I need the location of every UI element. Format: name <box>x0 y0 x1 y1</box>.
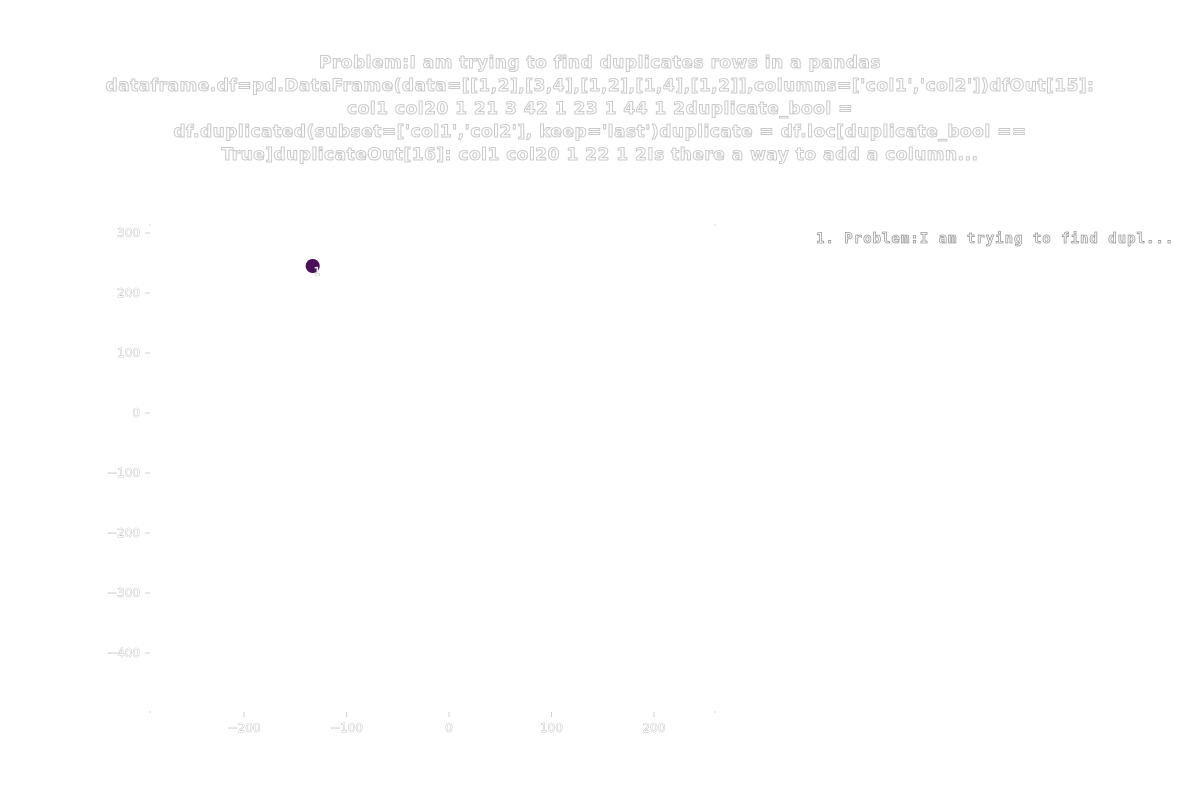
data-point-label: 1 <box>314 265 321 278</box>
y-tick-label: 100 <box>117 346 140 360</box>
title-line: df.duplicated(subset=['col1','col2'], ke… <box>173 122 1027 143</box>
title-line: True]duplicateOut[16]: col1 col20 1 22 1… <box>221 145 979 166</box>
y-tick-label: 300 <box>117 226 140 240</box>
plot-corner-marker <box>149 224 151 226</box>
plot-corner-marker <box>714 711 716 713</box>
y-tick-label: −100 <box>107 466 140 480</box>
chart-title: Problem:I am trying to find duplicates r… <box>60 52 1140 167</box>
x-tick-label: −100 <box>330 721 363 735</box>
title-line: Problem:I am trying to find duplicates r… <box>318 53 882 74</box>
x-tick-label: 200 <box>643 721 666 735</box>
axes: 300 200 100 0 −100 −200 −300 −400 −200 −100 0 100 20… <box>107 224 716 735</box>
title-line: dataframe.df=pd.DataFrame(data=[[1,2],[3… <box>105 76 1095 97</box>
y-tick-label: −200 <box>107 526 140 540</box>
data-points: 1 <box>305 259 321 278</box>
plot-corner-marker <box>149 711 151 713</box>
x-tick-label: −200 <box>228 721 261 735</box>
y-tick-label: 0 <box>132 406 140 420</box>
legend-entry[interactable]: 1. Problem:I am trying to find dupl... <box>816 231 1175 247</box>
y-tick-label: −400 <box>107 646 140 660</box>
title-line: col1 col20 1 21 3 42 1 23 1 44 1 2duplic… <box>347 99 853 120</box>
x-tick-label: 100 <box>540 721 563 735</box>
plot-corner-marker <box>714 224 716 226</box>
y-tick-label: −300 <box>107 586 140 600</box>
x-tick-label: 0 <box>445 721 453 735</box>
data-point[interactable] <box>305 259 320 273</box>
y-tick-label: 200 <box>117 286 140 300</box>
